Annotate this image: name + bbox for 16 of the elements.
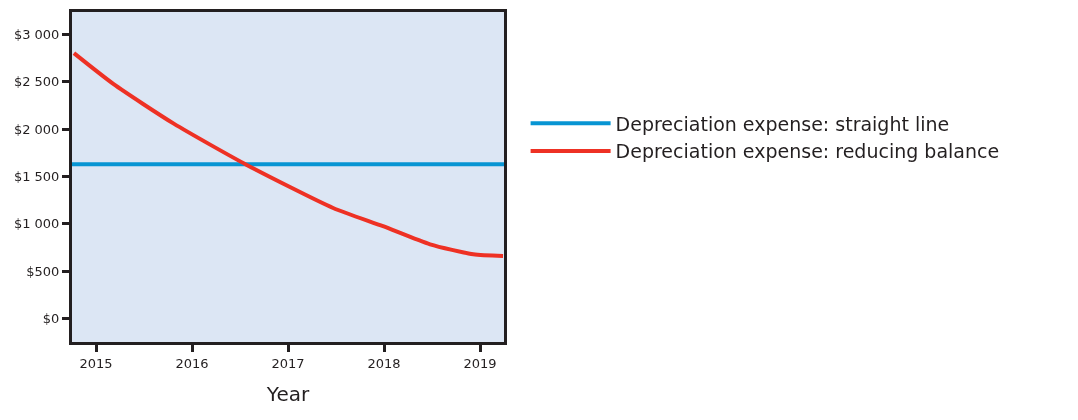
x-tick-label: 2019 [463,355,497,371]
legend-label: Depreciation expense: reducing balance [615,140,1000,163]
x-tick-label: 2018 [367,355,401,371]
legend-label: Depreciation expense: straight line [615,112,950,135]
y-tick-label: $500 [26,263,60,279]
y-tick-label: $1 500 [13,169,60,185]
y-tick-label: $3 000 [13,26,60,42]
y-tick-label: $2 500 [13,74,60,90]
line-series [72,51,504,258]
x-tick-label: 2016 [175,355,209,371]
y-tick-label: $0 [42,311,60,327]
x-tick-label: 2017 [271,355,305,371]
y-tick-label: $1 000 [13,216,60,232]
y-tick-label: $2 000 [13,121,60,137]
x-axis-title: Year [265,382,310,407]
x-tick-label: 2015 [79,355,113,371]
